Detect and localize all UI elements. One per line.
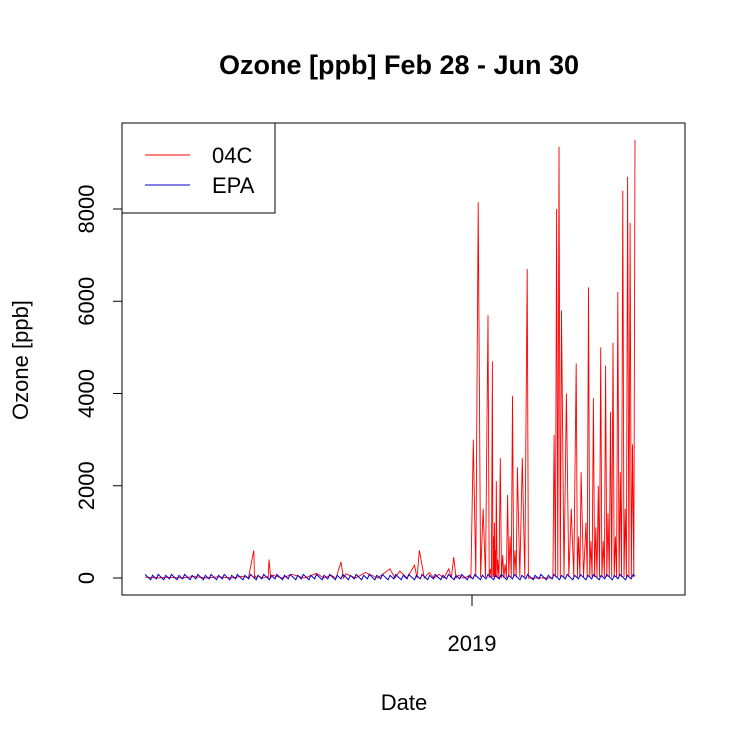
y-tick-label: 6000 [74, 277, 99, 326]
x-axis-label: Date [381, 690, 427, 715]
y-axis: 0 2000 4000 6000 8000 [74, 185, 123, 584]
chart-title: Ozone [ppb] Feb 28 - Jun 30 [219, 50, 579, 80]
series-line-epa [144, 573, 636, 581]
y-tick-label: 4000 [74, 369, 99, 418]
x-axis: 2019 [448, 595, 497, 656]
legend-label-epa: EPA [212, 173, 255, 198]
y-tick-label: 0 [74, 572, 99, 584]
y-tick-label: 2000 [74, 461, 99, 510]
legend-label-04c: 04C [212, 143, 252, 168]
y-axis-label: Ozone [ppb] [8, 300, 33, 420]
series-epa [144, 573, 636, 581]
legend: 04C EPA [121, 122, 276, 214]
x-tick-label: 2019 [448, 631, 497, 656]
y-tick-label: 8000 [74, 185, 99, 234]
legend-box [121, 122, 276, 214]
